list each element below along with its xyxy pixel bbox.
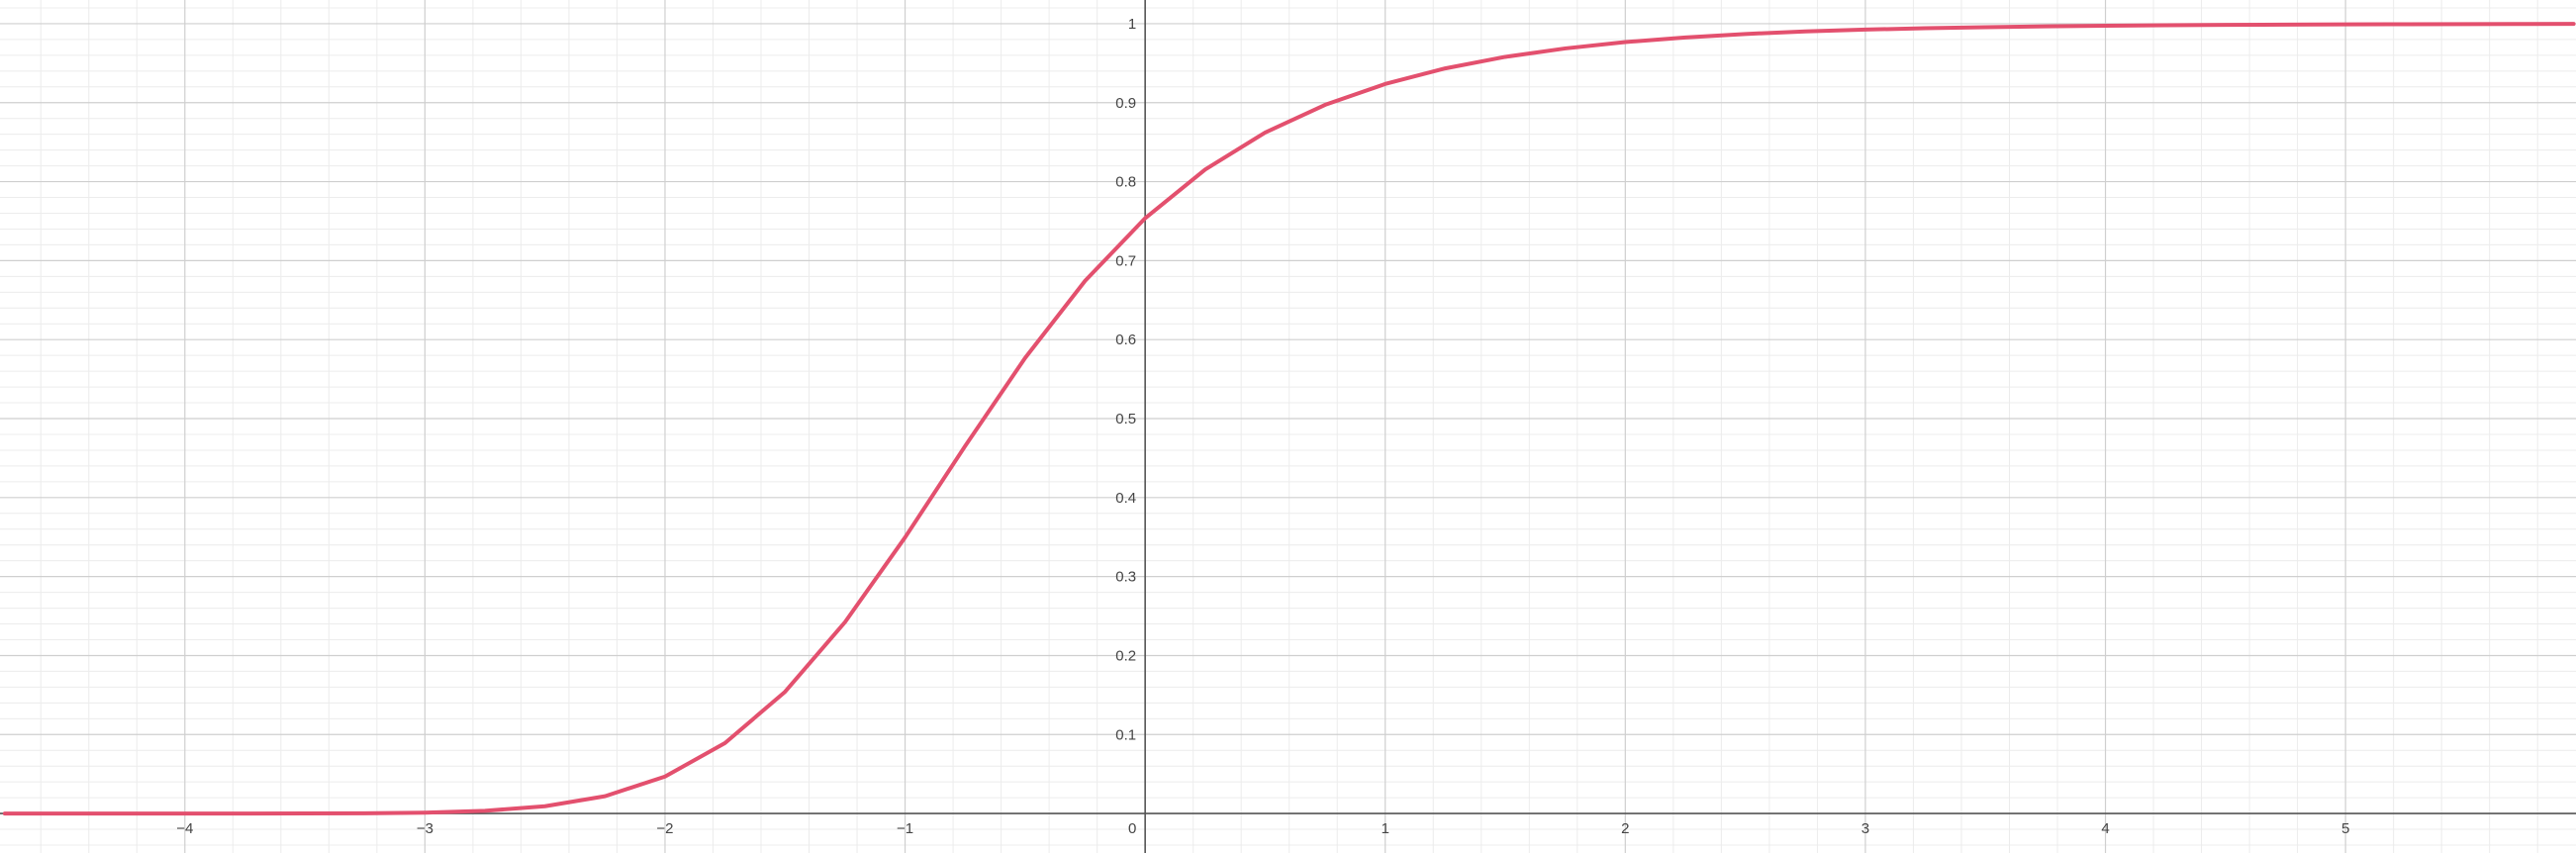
x-tick-labels: −4 −3 −2 −1 0 1 2 3 4 5 (176, 820, 2349, 837)
series-line (2, 22, 2576, 816)
y-tick-label: 0.2 (1115, 647, 1136, 664)
y-tick-label: 0.3 (1115, 569, 1136, 586)
x-tick-label: −1 (897, 820, 913, 837)
x-tick-label: −2 (656, 820, 673, 837)
y-tick-labels: 0.1 0.2 0.3 0.4 0.5 0.6 0.7 0.8 0.9 1 (1115, 16, 1136, 743)
y-tick-label: 1 (1128, 16, 1136, 33)
x-tick-label: 0 (1128, 820, 1136, 837)
series-layer (2, 22, 2576, 816)
x-tick-label: 1 (1382, 820, 1389, 837)
y-tick-label: 0.9 (1115, 95, 1136, 112)
x-tick-label: 3 (1861, 820, 1869, 837)
y-tick-label: 0.1 (1115, 726, 1136, 743)
y-tick-label: 0.7 (1115, 252, 1136, 269)
x-tick-label: −3 (417, 820, 433, 837)
x-tick-label: −4 (176, 820, 193, 837)
x-tick-label: 2 (1621, 820, 1629, 837)
y-tick-label: 0.4 (1115, 490, 1136, 507)
y-tick-label: 0.8 (1115, 174, 1136, 191)
x-tick-label: 5 (2341, 820, 2349, 837)
x-tick-label: 4 (2101, 820, 2109, 837)
y-tick-label: 0.5 (1115, 411, 1136, 427)
y-tick-label: 0.6 (1115, 332, 1136, 348)
